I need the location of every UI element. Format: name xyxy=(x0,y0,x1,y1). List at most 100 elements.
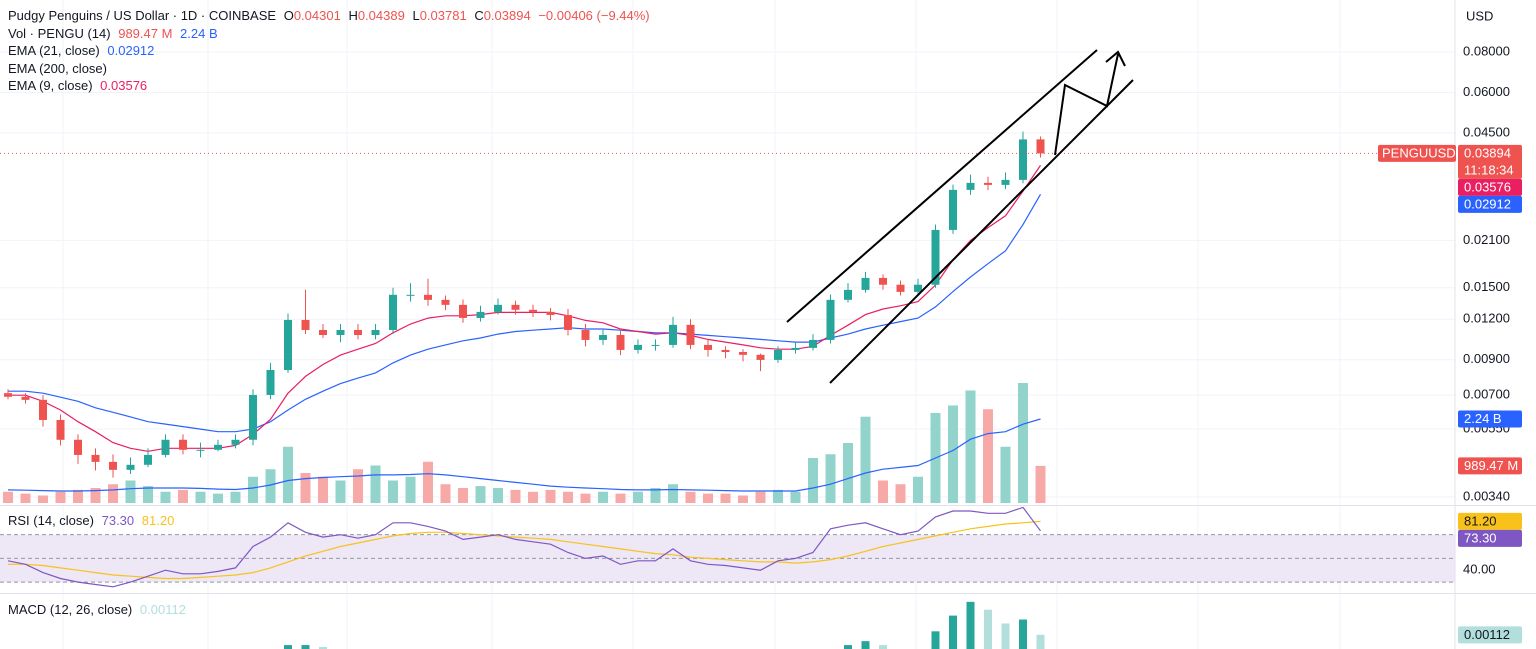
candle-body xyxy=(704,344,712,350)
candle-body xyxy=(91,454,100,462)
candle-body xyxy=(616,334,625,350)
candle-body xyxy=(231,439,240,445)
volume-bar xyxy=(143,486,153,503)
candle-body xyxy=(774,349,782,360)
volume-bar xyxy=(493,487,503,503)
volume-bar xyxy=(1035,465,1046,503)
axis-badge-label: 0.03576 xyxy=(1464,179,1511,194)
candle-body xyxy=(651,344,660,346)
candle-body xyxy=(441,299,450,305)
volume-bar xyxy=(20,493,31,503)
axis-badge-label: 2.24 B xyxy=(1464,411,1502,426)
rsi-title: RSI (14, close) xyxy=(8,513,94,528)
candle-body xyxy=(196,449,205,451)
axis-badge-label: 989.47 M xyxy=(1464,458,1518,473)
candle-body xyxy=(686,324,695,345)
candle-body xyxy=(161,439,170,455)
axis-badge-label: 73.30 xyxy=(1464,530,1497,545)
volume-bar xyxy=(983,409,993,503)
volume-bar xyxy=(475,486,486,503)
volume-bar xyxy=(703,493,713,503)
y-tick-label: 0.01200 xyxy=(1463,311,1510,326)
macd-bar xyxy=(284,645,292,649)
channel-line-upper xyxy=(786,49,1098,323)
axis-badge-label: 0.00112 xyxy=(1464,627,1510,642)
macd-legend: MACD (12, 26, close) 0.00112 xyxy=(8,601,190,619)
rsi-value: 73.30 xyxy=(101,513,135,528)
volume-bar xyxy=(265,469,276,503)
volume-bar xyxy=(563,491,573,503)
candle-body xyxy=(1019,139,1027,180)
macd-bar xyxy=(966,601,975,649)
volume-bar xyxy=(720,493,731,503)
volume-value: 989.47 M xyxy=(118,25,173,41)
macd-bar xyxy=(301,645,310,649)
volume-bar xyxy=(668,484,678,503)
volume-row: Vol · PENGU (14) 989.47 M 2.24 B xyxy=(8,25,654,43)
volume-bar xyxy=(300,472,311,503)
candle-body xyxy=(459,304,467,318)
candle-body xyxy=(319,329,327,335)
volume-bar xyxy=(598,491,608,503)
candle-body xyxy=(21,396,30,400)
ema-row: EMA (9, close) 0.03576 xyxy=(8,77,654,95)
candle-body xyxy=(914,284,922,292)
currency-label: USD xyxy=(1466,8,1493,23)
axis-badge-label: 0.03894 xyxy=(1464,145,1511,160)
volume-bar xyxy=(125,480,136,503)
volume-bar xyxy=(773,489,783,503)
candle-body xyxy=(74,439,82,455)
ema-line xyxy=(8,165,1041,452)
volume-bar xyxy=(913,476,923,503)
ema-value: 0.02912 xyxy=(107,43,155,58)
volume-bar xyxy=(423,461,433,503)
volume-bar xyxy=(738,495,748,503)
volume-bar xyxy=(650,487,661,503)
volume-bar xyxy=(755,491,766,503)
volume-bar xyxy=(55,491,66,503)
ohlc-prefix: H xyxy=(348,8,358,23)
candle-body xyxy=(861,277,870,290)
volume-bar xyxy=(685,491,696,503)
volume-bar xyxy=(73,489,83,503)
axis-badge xyxy=(1458,144,1522,179)
candle-body xyxy=(284,319,292,370)
candle-body xyxy=(39,399,47,420)
macd-bar xyxy=(1001,623,1010,649)
volume-bar xyxy=(178,489,188,503)
volume-bar xyxy=(458,487,468,503)
ema-row: EMA (21, close) 0.02912 xyxy=(8,42,654,60)
volume-bar xyxy=(318,476,328,503)
volume-bar xyxy=(388,480,398,503)
volume-ma-line xyxy=(7,418,1041,492)
volume-bar xyxy=(195,491,206,503)
volume-bar xyxy=(248,476,258,503)
candle-body xyxy=(669,324,677,345)
macd-histogram xyxy=(284,601,1045,649)
macd-bar xyxy=(844,645,852,649)
axis-badge-label: 11:18:34 xyxy=(1464,162,1514,177)
volume-bar xyxy=(825,454,836,503)
volume-bar xyxy=(843,442,853,503)
axis-badge xyxy=(1458,626,1522,644)
axis-badge-label: 0.02912 xyxy=(1464,196,1511,211)
symbol-row: Pudgy Penguins / US Dollar · 1D · COINBA… xyxy=(8,7,654,25)
candle-body xyxy=(56,419,65,440)
macd-bar xyxy=(949,615,957,649)
arrow-head xyxy=(1105,50,1126,67)
candle-body xyxy=(301,319,310,330)
macd-bar xyxy=(931,631,940,649)
volume-bar xyxy=(108,484,118,503)
candle-body xyxy=(354,329,362,335)
volume-bar xyxy=(90,487,101,503)
candle-body xyxy=(1036,139,1045,154)
candle-body xyxy=(109,461,117,470)
macd-bar xyxy=(984,609,992,649)
volume-bar xyxy=(948,405,958,503)
ticker-label: PENGUUSD xyxy=(1382,145,1456,160)
axis-badge xyxy=(1458,457,1522,475)
y-tick-label: 0.06000 xyxy=(1463,84,1510,99)
macd-title: MACD (12, 26, close) xyxy=(8,602,133,617)
candle-body xyxy=(756,354,765,360)
